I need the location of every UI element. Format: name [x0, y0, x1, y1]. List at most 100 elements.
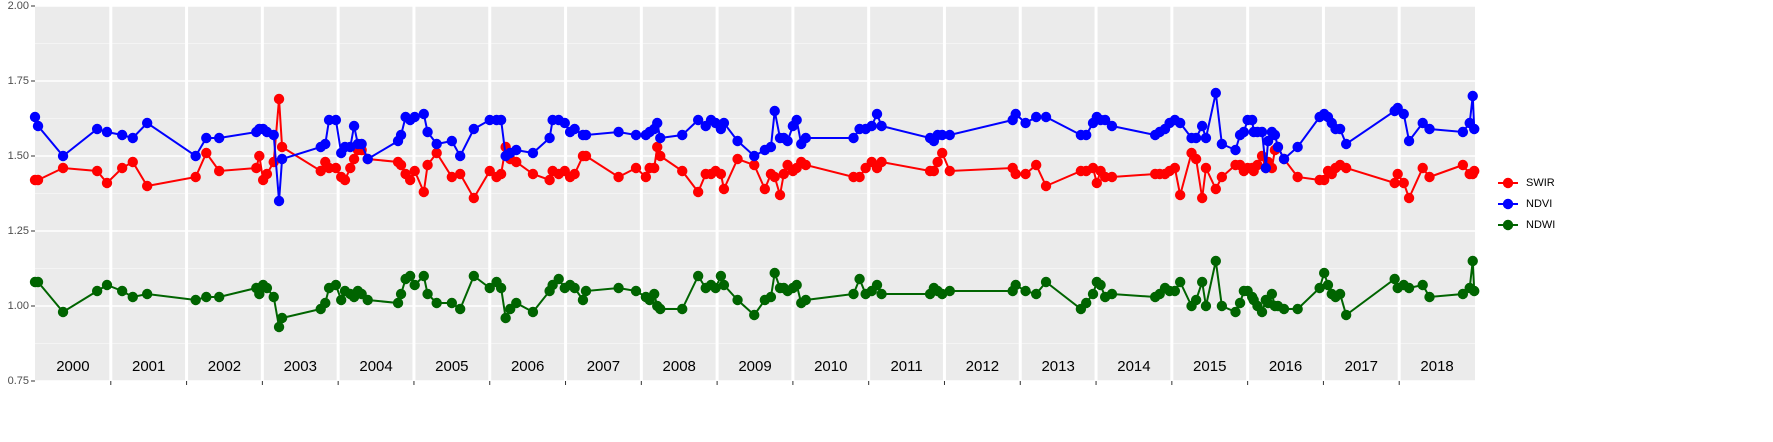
year-label: 2004 — [359, 358, 392, 375]
data-point — [345, 162, 356, 174]
data-point — [1174, 117, 1186, 129]
data-point — [652, 141, 663, 153]
data-point — [1099, 114, 1111, 126]
data-point — [431, 138, 442, 150]
data-point — [32, 174, 44, 186]
data-point — [418, 108, 429, 120]
data-point — [446, 297, 458, 309]
data-point — [213, 165, 225, 177]
data-point — [569, 168, 580, 180]
data-point — [29, 111, 41, 123]
data-point — [57, 150, 69, 162]
data-point — [1417, 162, 1428, 174]
year-label: 2016 — [1269, 358, 1302, 375]
data-point — [348, 153, 360, 165]
data-point — [527, 147, 539, 159]
data-point — [1292, 303, 1303, 315]
data-point — [848, 132, 859, 144]
data-point — [418, 186, 429, 198]
data-point — [484, 282, 495, 294]
data-point — [261, 168, 273, 180]
data-point — [1040, 276, 1052, 288]
data-point — [141, 117, 153, 129]
data-point — [527, 168, 539, 180]
data-point — [655, 132, 666, 144]
data-point — [1424, 171, 1435, 183]
year-label: 2011 — [890, 358, 922, 375]
data-point — [749, 159, 760, 171]
data-point — [1010, 279, 1021, 291]
data-point — [1467, 255, 1478, 267]
data-point — [418, 270, 429, 282]
data-point — [484, 165, 495, 177]
data-point — [692, 114, 704, 126]
data-point — [91, 285, 103, 297]
data-point — [1190, 294, 1202, 306]
data-point — [769, 171, 780, 183]
data-point — [273, 93, 285, 105]
data-point — [937, 129, 948, 141]
data-point — [854, 171, 865, 183]
data-point — [1469, 123, 1480, 135]
data-point — [1260, 162, 1272, 174]
data-point — [1340, 138, 1352, 150]
data-point — [409, 111, 420, 123]
data-point — [769, 267, 780, 279]
data-point — [778, 168, 789, 180]
data-point — [640, 171, 652, 183]
data-point — [1200, 132, 1212, 144]
data-point — [392, 297, 404, 309]
legend-label: SWIR — [1526, 177, 1555, 189]
data-point — [782, 135, 793, 147]
data-point — [190, 294, 201, 306]
data-point — [1030, 159, 1042, 171]
data-point — [404, 174, 416, 186]
data-point — [732, 135, 743, 147]
data-point — [409, 279, 420, 291]
data-point — [1174, 189, 1186, 201]
data-point — [630, 285, 642, 297]
data-point — [1106, 171, 1118, 183]
y-tick-label: 1.50 — [8, 150, 29, 162]
data-point — [649, 162, 660, 174]
data-point — [1087, 288, 1099, 300]
data-point — [116, 162, 128, 174]
data-point — [495, 282, 507, 294]
data-point — [1106, 288, 1118, 300]
data-point — [715, 168, 727, 180]
data-point — [848, 288, 859, 300]
data-point — [791, 279, 802, 291]
data-point — [580, 150, 592, 162]
data-point — [937, 147, 948, 159]
data-point — [454, 168, 466, 180]
data-point — [127, 291, 138, 303]
data-point — [1095, 279, 1106, 291]
data-point — [511, 297, 522, 309]
data-point — [362, 153, 373, 165]
data-point — [928, 165, 940, 177]
data-point — [1389, 177, 1400, 189]
year-label: 2015 — [1193, 358, 1226, 375]
data-point — [101, 279, 113, 291]
data-point — [468, 192, 480, 204]
data-point — [446, 135, 458, 147]
data-point — [500, 312, 511, 324]
data-point — [759, 183, 771, 195]
data-point — [454, 150, 466, 162]
data-point — [431, 147, 442, 159]
data-point — [511, 156, 522, 168]
data-point — [677, 165, 688, 177]
data-point — [1334, 288, 1346, 300]
data-point — [1200, 300, 1212, 312]
data-point — [1256, 126, 1268, 138]
data-point — [1469, 285, 1480, 297]
data-point — [677, 129, 688, 141]
data-point — [454, 303, 466, 315]
data-point — [630, 129, 642, 141]
data-point — [1196, 120, 1208, 132]
legend-label: NDWI — [1526, 219, 1555, 231]
data-point — [1246, 114, 1258, 126]
data-point — [544, 174, 555, 186]
data-point — [495, 168, 507, 180]
